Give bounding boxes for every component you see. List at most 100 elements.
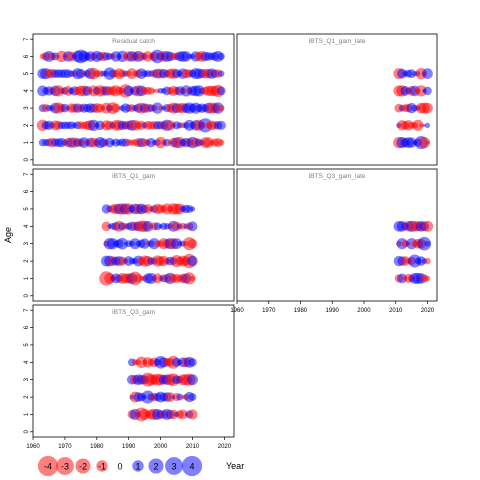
x-tick-label: 1990 [326,308,340,314]
bubble [147,87,155,95]
panel-title: IBTS_Q3_gam [112,309,155,316]
bubble [217,104,225,112]
bubble [216,86,226,96]
y-tick-label: 2 [24,395,30,399]
bubble [116,237,129,250]
panel-1: IBTS_Q1_gam_late [236,33,438,166]
legend-label: 3 [171,462,176,472]
bubble [415,85,427,97]
legend-bubble [181,455,203,477]
legend: -4 -3 -2 -1 0 1 2 3 4 [37,455,203,477]
bubble [189,206,196,212]
bubble [178,409,188,420]
y-tick-label: 0 [24,429,30,433]
bubble [165,392,176,402]
panels-layer: Residual catch IBTS_Q1_gam_late IBTS_Q1_ga… [32,33,438,438]
y-tick-label: 5 [24,71,30,75]
x-tick-label: 1960 [230,308,244,314]
x-tick-label: 2010 [186,444,200,450]
bubble [424,122,431,128]
bubble [104,137,115,148]
legend-bubble [132,460,144,472]
bubble [180,51,192,62]
bubble [203,137,214,148]
bubble [418,123,424,128]
bubble [139,238,150,249]
legend-bubble [56,457,74,475]
legend-label: -3 [61,462,69,472]
panel-title: IBTS_Q1_gam [112,173,155,180]
x-tick-label: 1970 [262,308,276,314]
x-tick-label: 2010 [389,308,403,314]
x-axis-label: Year [226,461,244,471]
legend-bubble [148,458,164,474]
y-tick-label: 4 [24,89,30,93]
y-tick-label: 1 [24,140,30,144]
bubble [424,257,431,265]
bubble [217,52,225,61]
panel-title: IBTS_Q3_gam_late [308,173,365,180]
x-tick-label: 2000 [154,444,168,450]
bubble [126,68,138,80]
legend-label: 1 [135,462,140,472]
legend-label: 0 [117,462,122,472]
x-tick-label: 1960 [26,444,40,450]
legend-bubble [75,458,91,474]
panel-4: IBTS_Q3_gam [32,304,235,438]
bubble [417,236,432,251]
y-tick-label: 1 [24,412,30,416]
panel-2: IBTS_Q1_gam [32,168,235,302]
axes-layer: 0 1 2 3 4 5 6 7 0 1 2 3 4 5 6 7 1960 1970 1980 1990 2000 2010… [24,37,435,450]
bubble [187,409,198,420]
x-tick-label: 1980 [90,444,104,450]
x-tick-label: 2020 [421,308,435,314]
x-tick-label: 1970 [58,444,72,450]
bubble [412,119,424,131]
bubble [397,273,407,284]
panel-frame [32,33,235,166]
bubble [422,102,433,114]
legend-label: -4 [44,462,52,472]
bubble [187,221,198,232]
bubble [421,220,434,232]
bubble [142,220,154,232]
bubble [134,274,143,283]
bubble [111,103,121,113]
x-tick-label: 1990 [122,444,136,450]
panel-frame [32,304,235,438]
legend-label: -1 [98,462,106,472]
y-tick-label: 1 [24,276,30,280]
bubble [151,102,164,114]
bubble [217,70,225,77]
legend-bubble [37,455,59,477]
legend-label: 4 [189,462,194,472]
x-tick-label: 1980 [294,308,308,314]
bubble [171,238,183,250]
bubble [187,374,198,386]
bubble [424,275,431,282]
y-axis-label: Age [3,227,13,243]
y-tick-label: 0 [24,158,30,162]
panel-frame [236,33,438,166]
bubble [101,221,112,232]
panel-0: Residual catch [32,33,235,166]
bubble [218,139,225,146]
legend-bubble [165,457,183,475]
bubble [187,238,198,249]
y-tick-label: 6 [24,54,30,58]
bubble [152,88,157,93]
bubble [153,222,162,231]
legend-label: 2 [153,462,158,472]
panel-title: IBTS_Q1_gam_late [308,38,365,45]
panel-frame [32,168,235,302]
y-tick-label: 4 [24,224,30,228]
bubble [188,393,197,401]
bubble [425,140,430,145]
x-tick-label: 2020 [218,444,232,450]
y-tick-label: 7 [24,172,30,176]
bubble [176,393,184,401]
bubble [418,136,431,149]
panel-title: Residual catch [112,38,155,45]
y-tick-label: 7 [24,37,30,41]
